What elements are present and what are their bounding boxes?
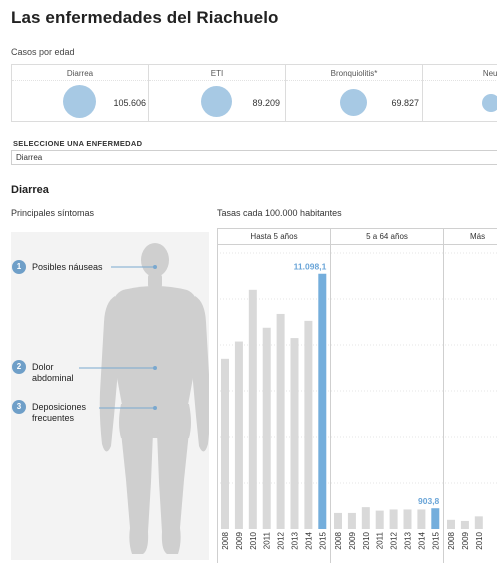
- case-divider: [423, 80, 497, 81]
- x-tick-label: 2009: [461, 531, 470, 549]
- symptoms-title: Principales síntomas: [11, 208, 95, 218]
- case-divider: [149, 80, 285, 81]
- case-divider: [286, 80, 422, 81]
- x-tick-label: 2015: [431, 531, 440, 549]
- disease-select-label: SELECCIONE UNA ENFERMEDAD: [13, 139, 143, 148]
- chart-bar[interactable]: [318, 273, 327, 529]
- chart-bar[interactable]: [403, 509, 412, 529]
- case-value: 69.827: [391, 98, 419, 108]
- chart-bar[interactable]: [304, 320, 313, 529]
- bar-chart-svg: 2008 2009 2010 2011 2012 2013 2014 2015 11.098,1…: [217, 245, 497, 563]
- case-name: Neur: [482, 69, 497, 78]
- chart-bar[interactable]: [290, 338, 299, 529]
- human-body-figure: [79, 243, 209, 554]
- case-name: ETI: [210, 69, 224, 78]
- x-tick-label: 2010: [475, 531, 484, 549]
- case-circle: [63, 85, 96, 118]
- symptom-number-badge: 1: [12, 260, 26, 274]
- age-group-header-over64[interactable]: Más: [443, 228, 497, 245]
- cases-panel: Diarrea 105.606 ETI 89.209 Bronquiolitis…: [11, 64, 497, 122]
- symptom-dolor: 2 Dolor abdominal: [11, 360, 74, 384]
- x-tick-label: 2012: [390, 531, 399, 549]
- case-card-neumonia[interactable]: Neur: [423, 65, 497, 121]
- symptom-number-badge: 2: [12, 360, 26, 374]
- chart-bar[interactable]: [389, 509, 398, 529]
- symptom-deposiciones: 3 Deposiciones frecuentes: [11, 400, 86, 424]
- symptom-label: Posibles náuseas: [32, 262, 103, 273]
- chart-bar[interactable]: [375, 510, 384, 529]
- x-tick-label: 2014: [304, 531, 313, 549]
- chart-bar[interactable]: [347, 512, 356, 529]
- x-tick-label: 2014: [417, 531, 426, 549]
- case-value: 105.606: [113, 98, 146, 108]
- symptom-label-line: abdominal: [32, 373, 74, 383]
- disease-select[interactable]: Diarrea: [11, 150, 497, 165]
- symptom-label: Deposiciones frecuentes: [32, 402, 86, 424]
- x-tick-label: 2010: [362, 531, 371, 549]
- chart-bar[interactable]: [447, 519, 455, 529]
- x-tick-label: 2009: [348, 531, 357, 549]
- chart-bar[interactable]: [431, 508, 440, 529]
- chart-bar[interactable]: [361, 507, 370, 529]
- case-circle: [482, 94, 497, 112]
- x-tick-label: 2008: [334, 531, 343, 549]
- x-tick-label: 2015: [318, 531, 327, 549]
- x-tick-label: 2011: [376, 531, 385, 549]
- x-tick-label: 2011: [263, 531, 272, 549]
- symptom-nauseas: 1 Posibles náuseas: [11, 260, 103, 274]
- case-card-diarrea[interactable]: Diarrea 105.606: [12, 65, 149, 121]
- x-tick-label: 2009: [235, 531, 244, 549]
- case-name: Bronquiolitis*: [330, 69, 378, 78]
- chart-bar[interactable]: [262, 327, 271, 529]
- x-tick-label: 2013: [291, 531, 300, 549]
- chart-bar[interactable]: [474, 516, 483, 529]
- symptom-label-line: Dolor: [32, 362, 54, 372]
- x-tick-label: 2013: [404, 531, 413, 549]
- case-circle: [340, 89, 367, 116]
- symptom-label: Dolor abdominal: [32, 362, 74, 384]
- symptom-label-line: Deposiciones: [32, 402, 87, 412]
- chart-bar[interactable]: [221, 358, 229, 529]
- case-card-bronquiolitis[interactable]: Bronquiolitis* 69.827: [286, 65, 423, 121]
- case-name: Diarrea: [66, 69, 94, 78]
- rates-chart: Hasta 5 años 5 a 64 años Más 2008 2009 201…: [217, 228, 497, 563]
- case-value: 89.209: [252, 98, 280, 108]
- chart-bar[interactable]: [234, 341, 243, 529]
- data-label: 903,8: [418, 496, 440, 506]
- case-divider: [12, 80, 148, 81]
- chart-bar[interactable]: [417, 509, 426, 529]
- cases-by-age-label: Casos por edad: [11, 47, 75, 57]
- x-tick-label: 2008: [447, 531, 456, 549]
- symptoms-panel: 1 Posibles náuseas 2 Dolor abdominal 3 D…: [11, 232, 209, 560]
- symptom-label-line: frecuentes: [32, 413, 75, 423]
- case-circle: [201, 86, 232, 117]
- x-tick-label: 2012: [277, 531, 286, 549]
- page-title: Las enfermedades del Riachuelo: [11, 8, 279, 27]
- rates-title: Tasas cada 100.000 habitantes: [217, 208, 342, 218]
- x-tick-label: 2010: [249, 531, 258, 549]
- disease-title: Diarrea: [11, 184, 49, 196]
- symptom-number-badge: 3: [12, 400, 26, 414]
- chart-bar[interactable]: [276, 313, 285, 529]
- chart-bar[interactable]: [334, 512, 342, 529]
- x-tick-label: 2008: [221, 531, 230, 549]
- case-card-eti[interactable]: ETI 89.209: [149, 65, 286, 121]
- data-label: 11.098,1: [294, 262, 327, 272]
- symptom-label-line: Posibles náuseas: [32, 262, 103, 272]
- chart-bar[interactable]: [248, 289, 257, 529]
- chart-bar[interactable]: [460, 520, 469, 529]
